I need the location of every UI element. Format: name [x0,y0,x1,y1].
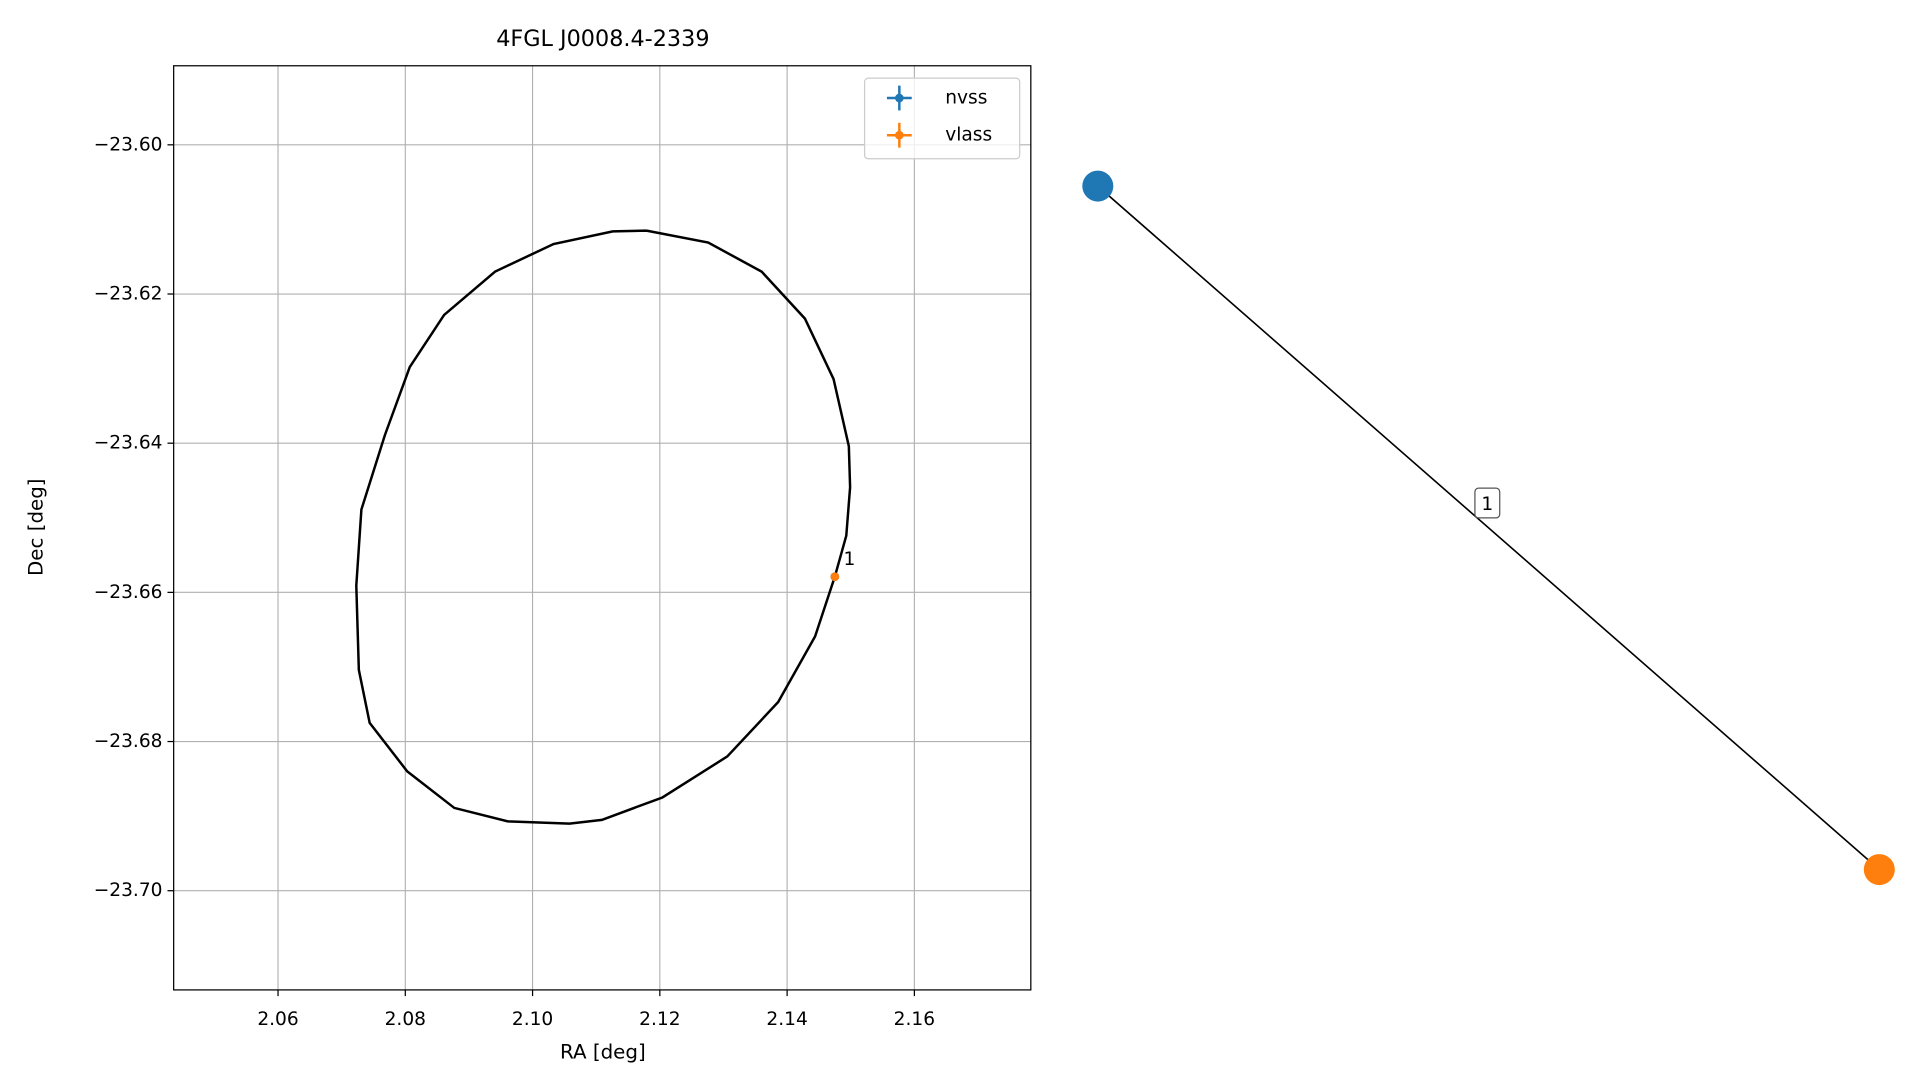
chart-title: 4FGL J0008.4-2339 [496,26,709,52]
y-tick-label: −23.68 [94,731,163,752]
x-tick-label: 2.12 [639,1009,680,1030]
legend-label: vlass [945,125,992,146]
node [1082,170,1114,202]
plot-frame [173,65,1032,991]
x-axis-label: RA [deg] [560,1041,646,1064]
x-tick-label: 2.08 [385,1009,426,1030]
annotation: 1 [844,549,856,570]
y-tick-label: −23.70 [94,880,163,901]
node [1863,854,1895,886]
legend-marker [894,93,904,103]
x-tick-label: 2.06 [257,1009,298,1030]
legend-label: nvss [945,88,987,109]
edge [1097,185,1880,871]
edge-label-box [1474,487,1501,519]
y-tick-label: −23.62 [94,284,163,305]
y-axis-label: Dec [deg] [25,478,48,576]
point [830,572,840,582]
y-tick-label: −23.64 [94,433,163,454]
legend-box [863,77,1021,160]
legend-marker [894,130,904,140]
y-tick-label: −23.60 [94,134,163,155]
edge-label: 1 [1481,494,1493,515]
y-tick-label: −23.66 [94,582,163,603]
contour-line [355,229,852,825]
x-tick-label: 2.10 [512,1009,553,1030]
x-tick-label: 2.16 [894,1009,935,1030]
x-tick-label: 2.14 [766,1009,807,1030]
